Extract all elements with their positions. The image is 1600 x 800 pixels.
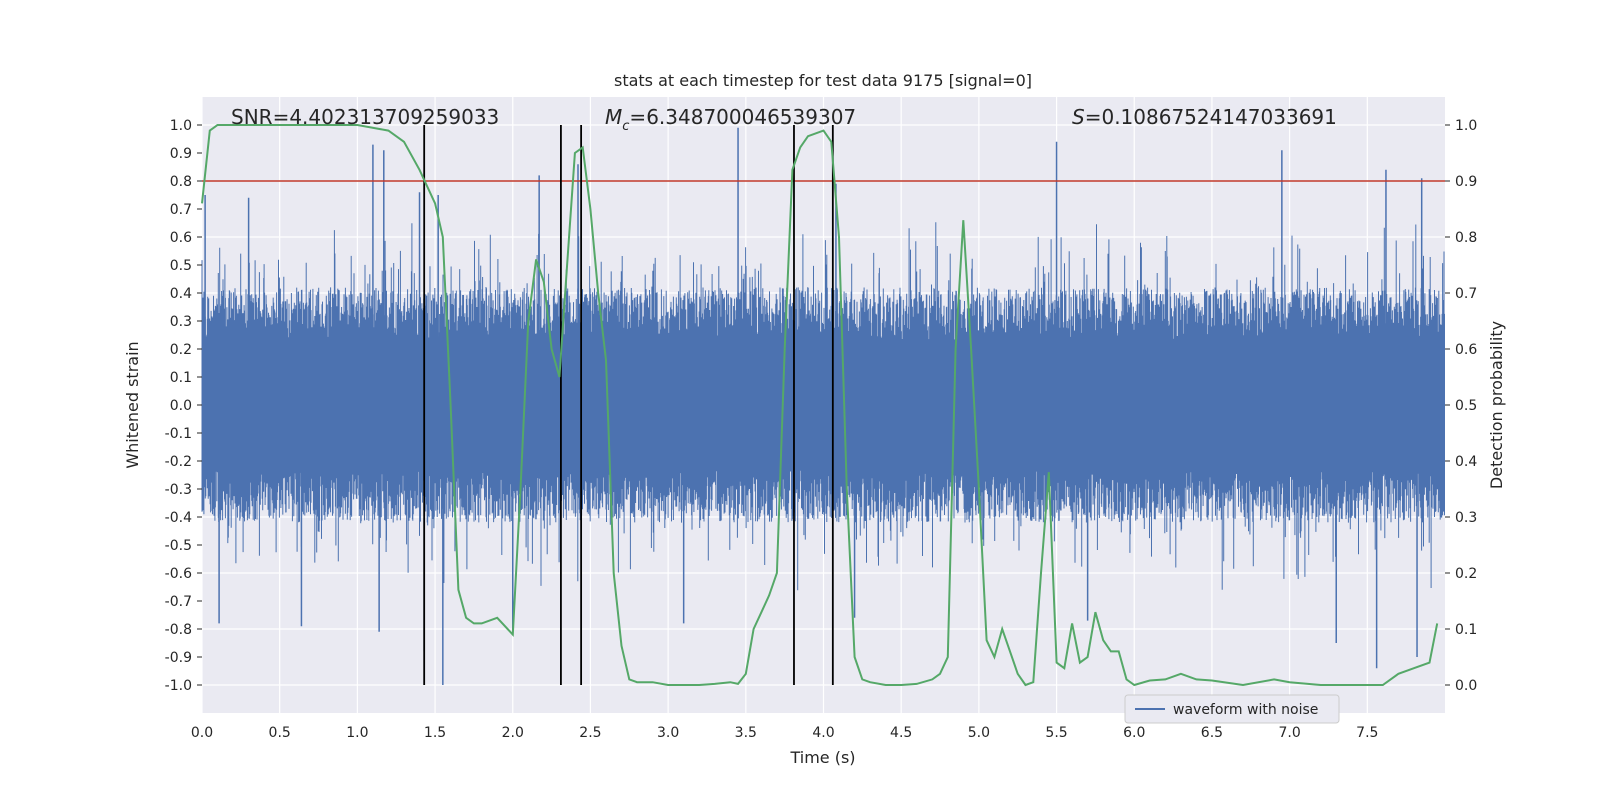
- right-tick-label: 0.9: [1455, 174, 1477, 190]
- left-tick-label: -0.4: [165, 510, 192, 526]
- mc-symbol: M: [605, 105, 622, 129]
- x-tick-label: 2.0: [502, 725, 524, 741]
- x-tick-label: 3.0: [657, 725, 679, 741]
- x-tick-label: 6.0: [1123, 725, 1145, 741]
- s-symbol: S: [1072, 105, 1085, 129]
- left-tick-label: 0.5: [170, 258, 192, 274]
- right-tick-label: 0.2: [1455, 566, 1477, 582]
- s-value: 0.10867524147033691: [1101, 105, 1336, 129]
- x-tick-label: 5.0: [968, 725, 990, 741]
- probability-line: [201, 124, 1439, 687]
- legend-box: [1124, 694, 1340, 724]
- right-axis-ticks: 1.0 0.9 0.8 0.7 0.6 0.5 0.4 0.3 0.2 0.1 0.0: [1445, 118, 1477, 694]
- right-tick-label: 0.6: [1455, 342, 1477, 358]
- x-tick-label: 1.5: [424, 725, 446, 741]
- left-axis-label: Whitened strain: [123, 341, 142, 468]
- right-tick-label: 0.0: [1455, 678, 1477, 694]
- x-tick-label: 3.5: [735, 725, 757, 741]
- left-tick-label: -0.6: [165, 566, 192, 582]
- right-tick-label: 0.5: [1455, 398, 1477, 414]
- x-tick-label: 4.0: [812, 725, 834, 741]
- x-tick-label: 4.5: [890, 725, 912, 741]
- snr-label: SNR: [231, 105, 273, 129]
- left-tick-label: 0.1: [170, 370, 192, 386]
- right-tick-label: 0.4: [1455, 454, 1477, 470]
- x-tick-label: 2.5: [579, 725, 601, 741]
- vertical-markers: [423, 125, 834, 685]
- waveform-noise: [201, 222, 1445, 591]
- x-tick-label: 0.0: [191, 725, 213, 741]
- left-tick-label: -0.3: [165, 482, 192, 498]
- snr-value: 4.402313709259033: [289, 105, 499, 129]
- left-tick-label: -0.8: [165, 622, 192, 638]
- x-tick-label: 5.5: [1045, 725, 1067, 741]
- right-axis-label: Detection probability: [1487, 321, 1506, 489]
- s-annotation: S=0.10867524147033691: [1072, 105, 1337, 129]
- snr-annotation: SNR=4.402313709259033: [231, 105, 499, 129]
- x-axis-ticks: 0.0 0.5 1.0 1.5 2.0 2.5 3.0 3.5 4.0 4.5 5.0 5.5 6.0 6…: [191, 725, 1379, 741]
- left-tick-label: 0.2: [170, 342, 192, 358]
- left-tick-label: -1.0: [165, 678, 192, 694]
- mc-value: 6.348700046539307: [646, 105, 856, 129]
- mc-annotation: Mc=6.348700046539307: [605, 105, 856, 134]
- left-tick-label: -0.2: [165, 454, 192, 470]
- left-tick-label: 0.6: [170, 230, 192, 246]
- right-tick-label: 0.8: [1455, 230, 1477, 246]
- right-tick-label: 0.1: [1455, 622, 1477, 638]
- left-tick-label: -0.5: [165, 538, 192, 554]
- left-axis-ticks: 1.0 0.9 0.8 0.7 0.6 0.5 0.4 0.3 0.2 0.1 0.0 -0.1 -0.…: [165, 118, 202, 694]
- right-tick-label: 0.7: [1455, 286, 1477, 302]
- x-tick-label: 6.5: [1201, 725, 1223, 741]
- left-tick-label: -0.1: [165, 426, 192, 442]
- left-tick-label: 0.7: [170, 202, 192, 218]
- left-tick-label: 0.0: [170, 398, 192, 414]
- left-tick-label: 1.0: [170, 118, 192, 134]
- x-tick-label: 1.0: [346, 725, 368, 741]
- x-tick-label: 0.5: [269, 725, 291, 741]
- right-tick-label: 1.0: [1455, 118, 1477, 134]
- left-tick-label: 0.9: [170, 146, 192, 162]
- x-axis-label: Time (s): [789, 748, 855, 767]
- probability-series: [201, 124, 1439, 687]
- left-tick-label: 0.8: [170, 174, 192, 190]
- chart-title: stats at each timestep for test data 917…: [614, 71, 1032, 90]
- left-tick-label: 0.3: [170, 314, 192, 330]
- left-tick-label: 0.4: [170, 286, 192, 302]
- x-tick-label: 7.5: [1356, 725, 1378, 741]
- x-tick-label: 7.0: [1278, 725, 1300, 741]
- left-tick-label: -0.7: [165, 594, 192, 610]
- left-tick-label: -0.9: [165, 650, 192, 666]
- legend-label: waveform with noise: [1173, 702, 1318, 718]
- legend: waveform with noise: [1124, 694, 1340, 724]
- right-tick-label: 0.3: [1455, 510, 1477, 526]
- mc-subscript: c: [622, 119, 629, 134]
